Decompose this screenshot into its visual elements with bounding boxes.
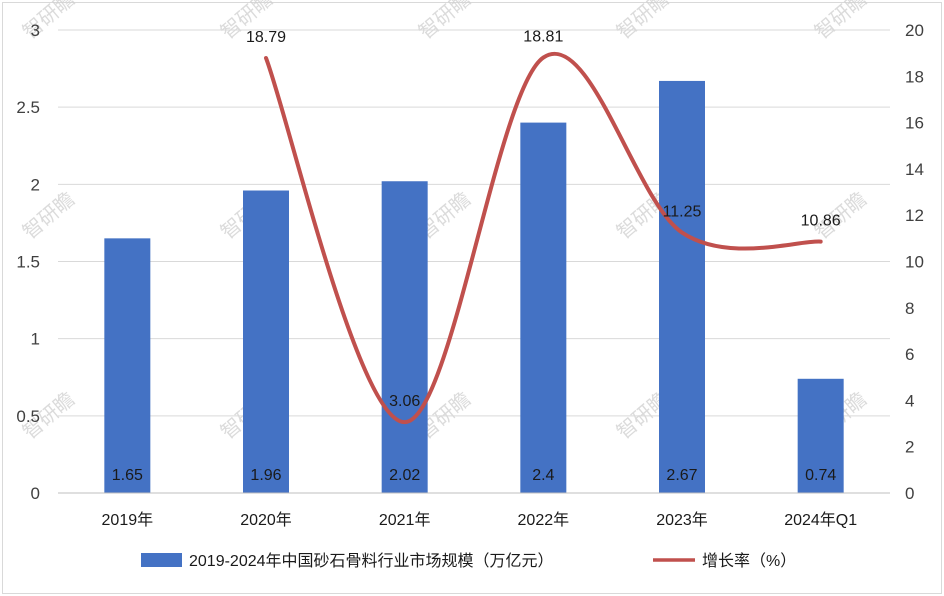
y-right-tick-label: 18 [905,67,924,86]
x-tick-label: 2024年Q1 [784,511,857,529]
bar-data-label: 0.74 [805,467,836,484]
x-tick-label: 2023年 [656,511,708,529]
legend-line-label: 增长率（%） [702,552,796,570]
bar-data-label: 2.02 [389,467,420,484]
x-tick-label: 2022年 [518,511,570,529]
legend-bar-label: 2019-2024年中国砂石骨料行业市场规模（万亿元） [189,552,554,570]
watermark-text: 智研瞻 [18,188,79,244]
bar [659,80,705,494]
y-right-tick-label: 12 [905,206,924,225]
y-left-tick-label: 1 [31,330,40,349]
bar-data-label: 2.67 [666,467,697,484]
x-tick-label: 2021年 [379,511,431,529]
line-series: 18.79 3.06 18.81 11.25 10.86 [246,29,841,425]
y-right-tick-label: 8 [905,299,914,318]
y-right-tick-label: 4 [905,391,914,410]
bar [797,378,844,493]
line-data-label: 18.81 [523,29,563,46]
y-left-tick-label: 0 [31,484,40,503]
bar [104,238,151,493]
bar [520,122,567,493]
legend: 2019-2024年中国砂石骨料行业市场规模（万亿元） 增长率（%） [141,552,796,570]
legend-bar-swatch [141,553,182,567]
watermark-text: 智研瞻 [18,0,79,44]
bar-data-label: 2.4 [532,467,554,484]
bar [381,181,428,493]
y-left-tick-label: 2 [31,175,40,194]
y-left-tick-label: 2.5 [16,98,40,117]
y-right-tick-label: 2 [905,438,914,457]
line-data-label: 11.25 [663,204,702,221]
watermark-text: 智研瞻 [810,0,871,44]
y-right-tick-label: 16 [905,114,924,133]
y-right-tick-label: 10 [905,253,924,272]
y-left-tick-label: 0.5 [16,407,40,426]
bar-data-label: 1.65 [112,467,143,484]
x-tick-label: 2020年 [240,511,292,529]
line-data-label: 18.79 [246,29,286,46]
line-data-label: 10.86 [801,213,841,230]
line-data-label: 3.06 [389,393,420,410]
growth-rate-line [264,52,823,425]
y-right-tick-label: 0 [905,484,914,503]
bar-series: 1.65 1.96 2.02 2.4 2.67 0.74 [104,80,844,494]
y-right-tick-label: 14 [905,160,924,179]
gridlines [58,29,890,494]
y-left-tick-label: 1.5 [16,253,40,272]
bar-data-label: 1.96 [250,467,281,484]
y-right-tick-label: 20 [905,21,924,40]
axes: 0 0.5 1 1.5 2 2.5 3 0 2 4 6 8 10 12 14 16 18 20 2019年 2020年… [16,21,924,529]
x-tick-label: 2019年 [102,511,154,529]
y-left-tick-label: 3 [31,21,40,40]
watermark-text: 智研瞻 [414,0,475,44]
bar [243,190,289,494]
watermark-text: 智研瞻 [612,0,673,44]
y-right-tick-label: 6 [905,345,914,364]
